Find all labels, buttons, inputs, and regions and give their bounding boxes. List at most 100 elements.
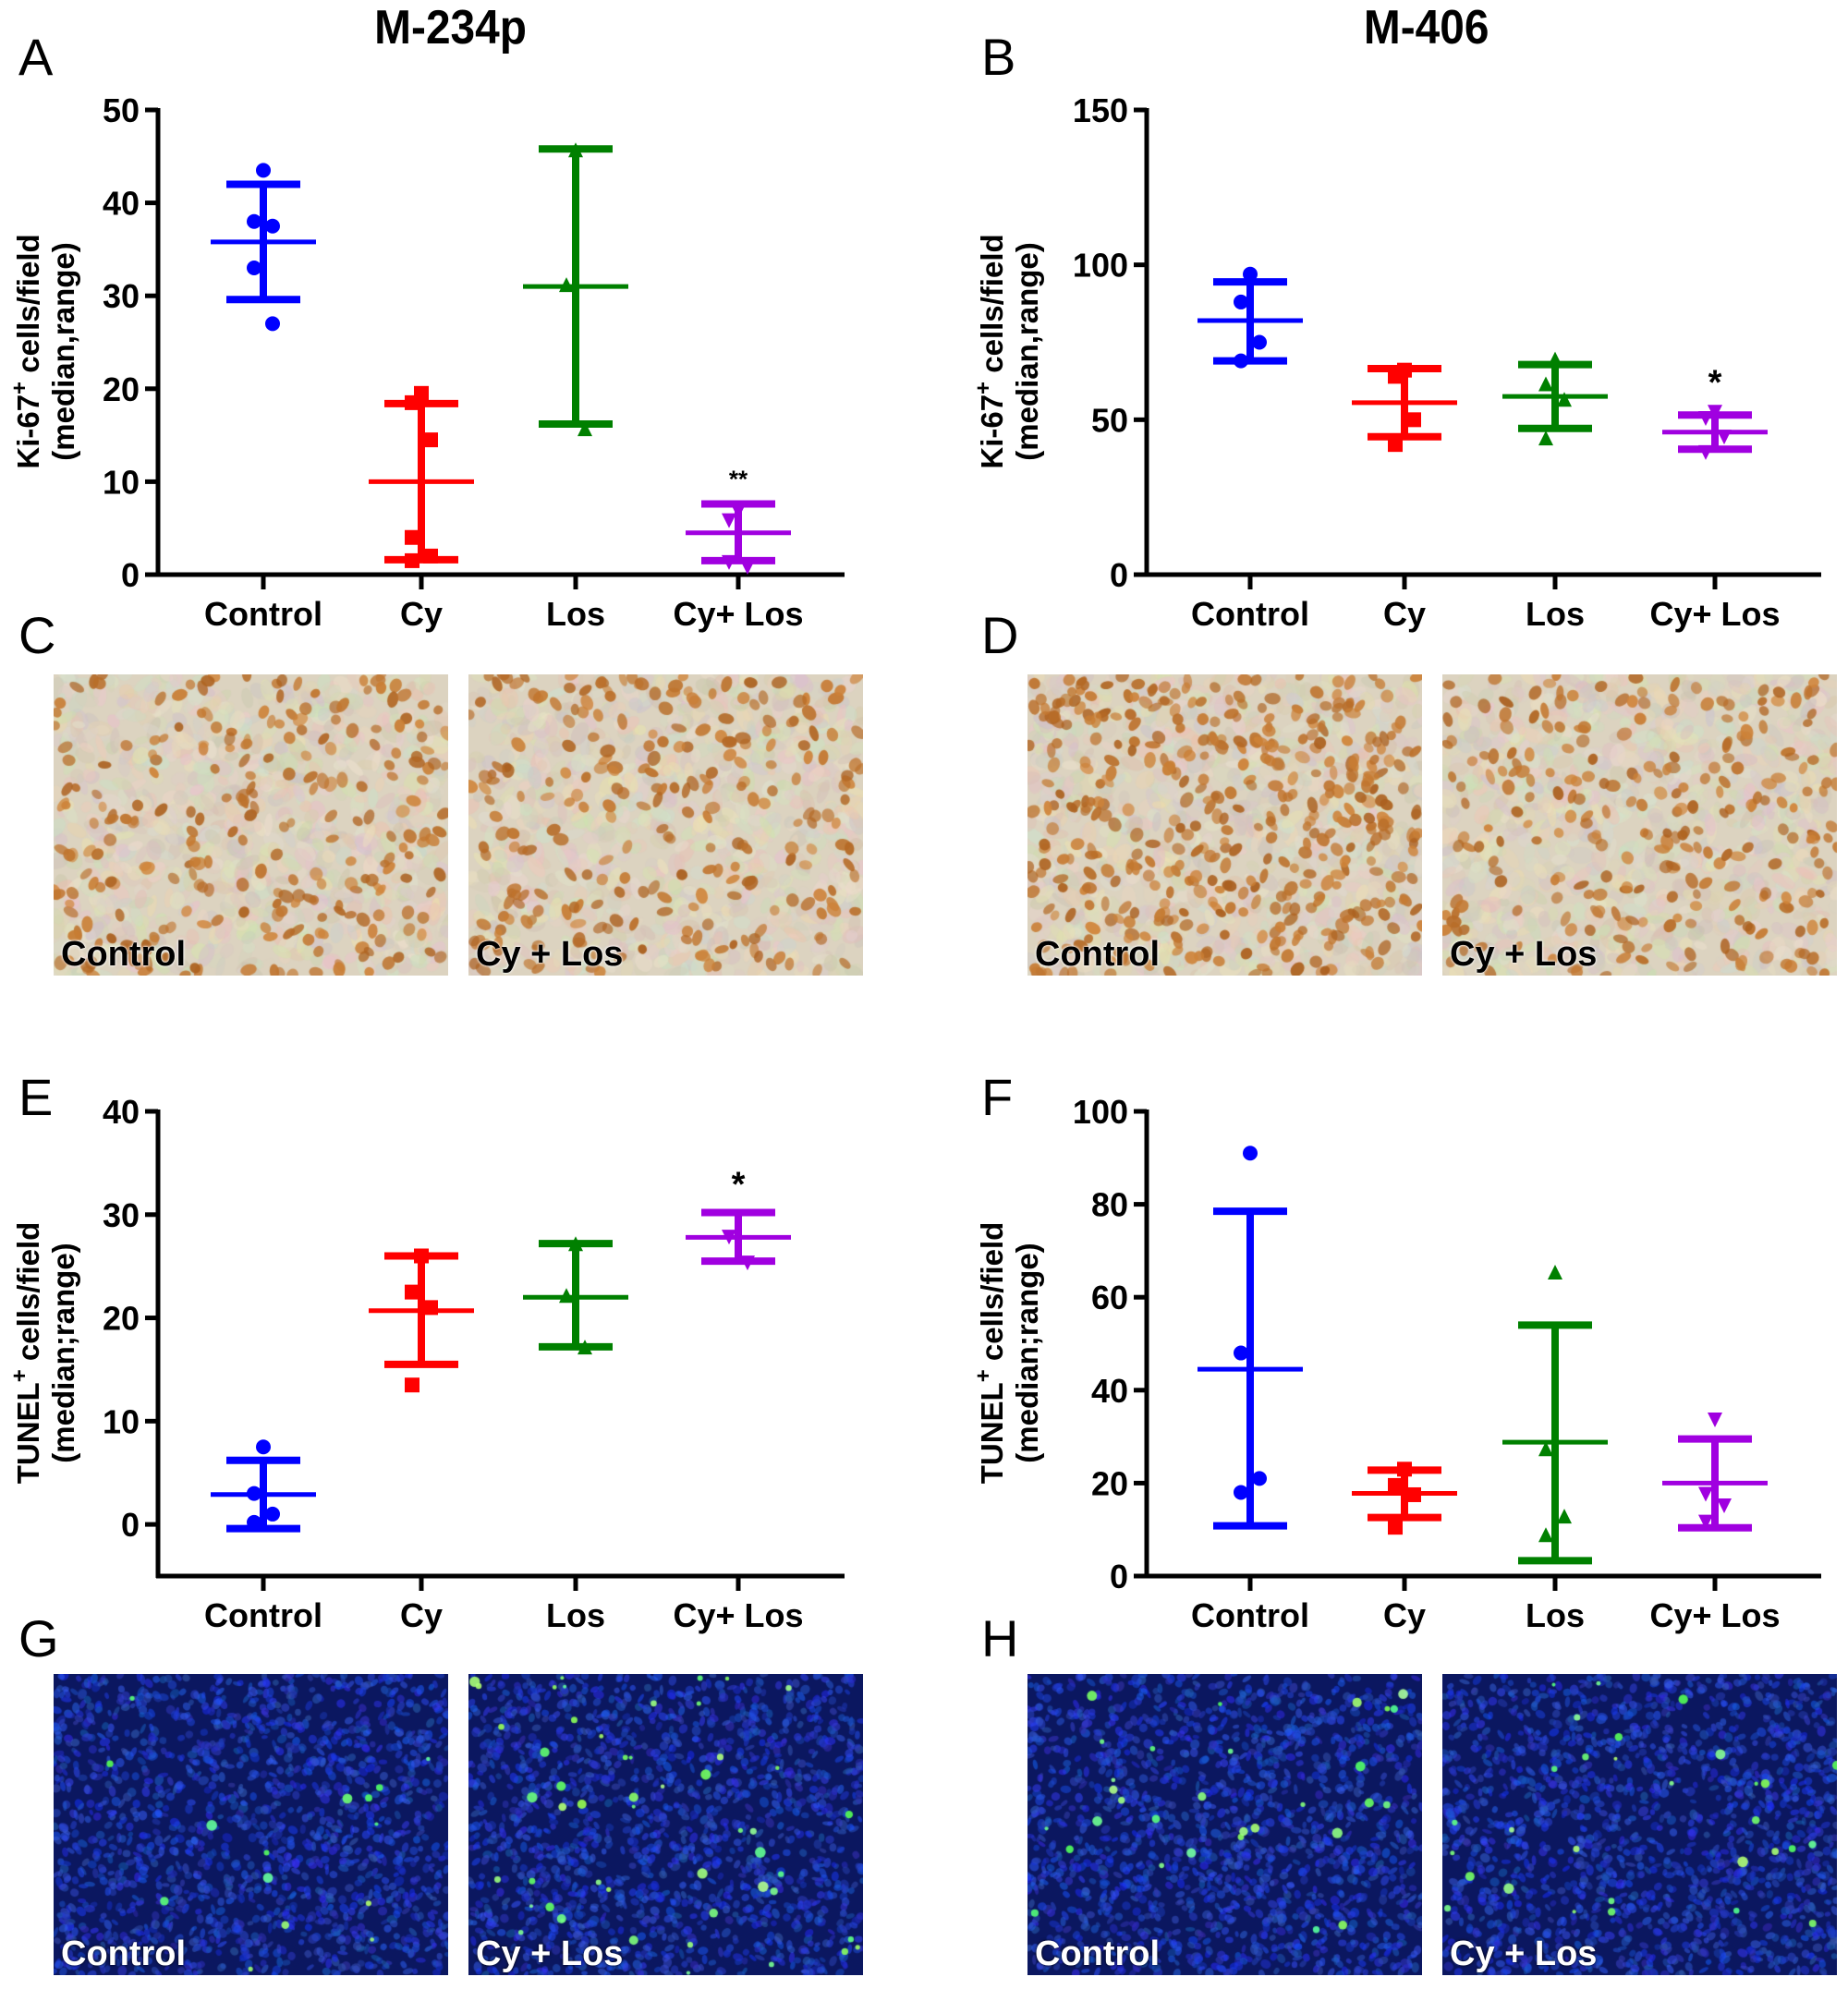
data-point: [1388, 437, 1403, 453]
group-cylos: [686, 500, 791, 575]
group-cy: [1352, 1461, 1457, 1535]
data-point: [405, 394, 419, 410]
y-label-sup: +: [971, 1369, 996, 1382]
data-point: [1717, 1498, 1732, 1514]
micrograph-label: Control: [61, 1934, 187, 1973]
micrograph-c-control: Control: [54, 674, 448, 976]
y-axis-label: TUNEL+ cells/field: [971, 1222, 1010, 1485]
micrograph-d-control: Control: [1027, 674, 1422, 976]
data-point: [423, 548, 438, 564]
chart-b: 0 50 100 150 Control Cy Los Cy+ Los Ki-67+ cells…: [971, 91, 1821, 633]
x-tick-label: Cy+ Los: [673, 595, 803, 633]
data-point: [1698, 444, 1713, 460]
x-tick-label: Control: [204, 595, 322, 633]
group-cy: [1352, 362, 1457, 453]
data-point: [1243, 266, 1258, 282]
panel-letter-e: E: [18, 1068, 54, 1126]
panel-letter-g: G: [18, 1609, 59, 1668]
data-point: [423, 1300, 438, 1316]
micrograph-image: [54, 674, 448, 976]
y-label-main: Ki-67: [975, 394, 1009, 469]
significance-marker: *: [732, 1166, 746, 1205]
y-tick-label: 40: [1091, 1372, 1128, 1410]
group-los: [523, 142, 628, 437]
micrograph-label: Control: [1035, 935, 1161, 974]
micrograph-image: [1442, 1674, 1837, 1975]
micrograph-label: Cy + Los: [476, 935, 624, 974]
y-label-rest: cells/field: [975, 234, 1009, 382]
micrograph-label: Cy + Los: [1450, 935, 1598, 974]
y-tick-label: 50: [1091, 401, 1128, 439]
y-label-rest: cells/field: [11, 1222, 45, 1370]
panel-letter-d: D: [981, 606, 1019, 664]
y-label-sup: +: [7, 1369, 32, 1382]
panel-letter-b: B: [981, 28, 1016, 86]
data-point: [1538, 1441, 1553, 1457]
data-point: [256, 163, 271, 178]
data-point: [1538, 431, 1553, 446]
micrograph-label: Control: [61, 935, 187, 974]
y-tick-label: 150: [1073, 91, 1128, 129]
data-point: [1234, 353, 1248, 369]
data-point: [1548, 351, 1562, 367]
data-point: [1234, 294, 1248, 309]
y-axis-label-line2: (median;range): [1010, 1243, 1044, 1462]
data-point: [423, 432, 438, 448]
group-control: [1198, 266, 1303, 369]
group-los: [1502, 1265, 1608, 1565]
data-point: [578, 1340, 592, 1355]
data-point: [1708, 1412, 1722, 1427]
micrograph-d-cy-los: Cy + Los: [1442, 674, 1837, 976]
micrograph-label: Cy + Los: [476, 1934, 624, 1973]
data-point: [1243, 1146, 1258, 1161]
data-point: [247, 1486, 261, 1501]
data-point: [1557, 1509, 1572, 1524]
x-tick-label: Control: [204, 1596, 322, 1634]
micrograph-label: Control: [1035, 1934, 1161, 1973]
y-axis-label-line2: (median;range): [46, 1243, 80, 1462]
micrograph-image: [1027, 1674, 1422, 1975]
data-point: [722, 513, 736, 528]
data-point: [1717, 430, 1732, 445]
micrograph-image: [1027, 674, 1422, 976]
micrograph-c-cy-los: Cy + Los: [468, 674, 863, 976]
x-tick-label: Cy+ Los: [1649, 595, 1780, 633]
data-point: [1406, 412, 1421, 428]
y-axis-label-line2: (median,range): [46, 242, 80, 461]
panel-letter-f: F: [981, 1068, 1014, 1126]
y-tick-label: 20: [103, 1300, 140, 1338]
data-point: [740, 1255, 755, 1271]
micrograph-label: Cy + Los: [1450, 1934, 1598, 1973]
data-point: [265, 1506, 280, 1522]
data-point: [1538, 376, 1553, 392]
significance-marker: **: [729, 466, 748, 493]
chart-e: 0 10 20 30 40 Control Cy Los Cy+ Los TUNEL+ cells…: [7, 1093, 845, 1634]
data-point: [1548, 1265, 1562, 1280]
data-point: [265, 316, 280, 332]
micrograph-g-control: Control: [54, 1674, 448, 1975]
y-tick-label: 100: [1073, 247, 1128, 285]
data-point: [1388, 369, 1403, 384]
panel-letter-a: A: [18, 28, 54, 86]
y-tick-label: 80: [1091, 1186, 1128, 1224]
x-tick-label: Cy+ Los: [1649, 1596, 1780, 1634]
panel-letter-h: H: [981, 1609, 1019, 1668]
title-m234p: M-234p: [374, 1, 527, 55]
group-los: [1502, 351, 1608, 446]
data-point: [405, 529, 419, 545]
y-tick-label: 100: [1073, 1093, 1128, 1131]
y-tick-label: 40: [103, 185, 140, 223]
chart-a: 0 10 20 30 40 50 Control Cy Los Cy+ Los Ki-67+ cel…: [7, 91, 845, 633]
data-point: [559, 277, 574, 293]
data-point: [1698, 1486, 1713, 1502]
data-point: [722, 554, 736, 570]
data-point: [568, 142, 583, 158]
y-tick-label: 20: [1091, 1464, 1128, 1502]
x-tick-label: Cy+ Los: [673, 1596, 803, 1634]
data-point: [405, 1377, 419, 1393]
title-m406: M-406: [1363, 1, 1489, 55]
x-tick-label: Los: [1526, 595, 1585, 633]
y-axis-label: Ki-67+ cells/field: [971, 234, 1010, 468]
x-tick-label: Cy: [400, 595, 443, 633]
